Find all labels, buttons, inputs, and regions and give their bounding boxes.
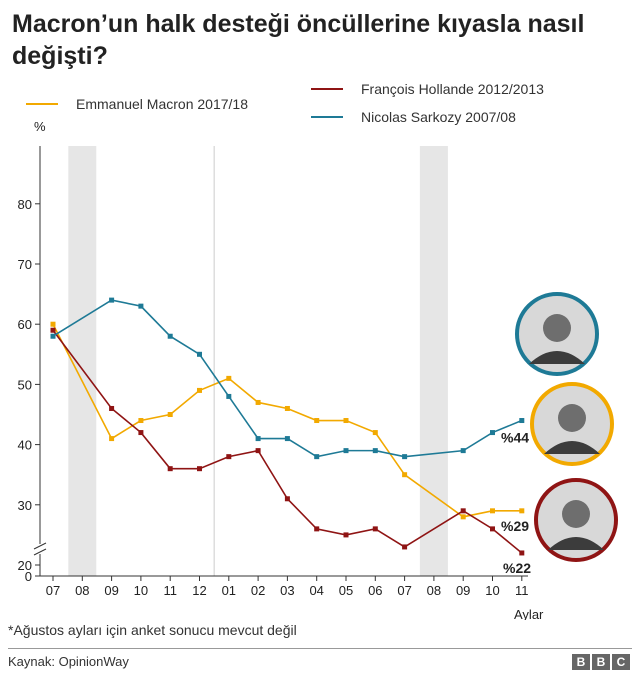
x-tick-label: 12	[192, 583, 206, 598]
hollande-point	[284, 496, 290, 502]
x-tick-label: 11	[163, 583, 177, 598]
sarkozy-point	[109, 297, 115, 303]
divider	[8, 648, 632, 649]
macron-point	[255, 399, 261, 405]
macron-point	[490, 508, 495, 514]
sarkozy-line	[52, 299, 523, 458]
sarkozy-point	[226, 393, 232, 399]
sarkozy-point	[284, 436, 290, 442]
x-tick-label: 07	[46, 583, 60, 598]
macron-point	[226, 375, 232, 381]
sarkozy-point	[343, 448, 349, 454]
hollande-point	[226, 454, 232, 460]
hollande-point	[402, 544, 408, 550]
x-tick-label: 06	[368, 583, 382, 598]
x-tick-label: 05	[339, 583, 353, 598]
sarkozy-point	[519, 418, 525, 424]
macron-line	[52, 323, 522, 518]
hollande-line	[52, 329, 523, 554]
macron-point	[343, 418, 349, 424]
bbc-logo-letter: B	[572, 654, 590, 670]
macron-point	[402, 472, 408, 478]
macron-point	[138, 418, 144, 424]
y-tick-label: 20	[18, 558, 32, 573]
hollande-point	[519, 550, 525, 556]
x-tick-label: 10	[485, 583, 499, 598]
hollande-point	[109, 405, 115, 411]
hollande-point	[255, 448, 261, 454]
hollande-point	[490, 526, 495, 532]
hollande-point	[167, 466, 173, 472]
hollande-point	[197, 466, 202, 472]
line-chart: 07 08 09 10 11 12 01 02 03 04 05 06 07 08 09 10 11 020 30…	[18, 81, 618, 620]
sarkozy-portrait-icon	[515, 292, 599, 376]
sarkozy-point	[138, 303, 144, 309]
sarkozy-end-label: %44	[501, 430, 529, 446]
sarkozy-point	[372, 448, 378, 454]
sarkozy-legend-label: Nicolas Sarkozy 2007/08	[361, 109, 516, 125]
macron-point	[284, 405, 290, 411]
x-tick-label: 01	[222, 583, 236, 598]
macron-point	[197, 387, 202, 393]
sarkozy-point	[490, 430, 495, 436]
hollande-point	[343, 532, 349, 538]
sarkozy-point	[314, 454, 320, 460]
y-tick-label: 0	[25, 569, 32, 584]
sarkozy-point	[255, 436, 261, 442]
y-tick-label: 70	[18, 257, 32, 272]
missing-data-band	[419, 146, 448, 576]
macron-point	[372, 430, 378, 436]
sarkozy-point	[460, 448, 466, 454]
x-tick-label: 10	[134, 583, 148, 598]
hollande-point	[314, 526, 320, 532]
x-tick-label: 08	[75, 583, 89, 598]
macron-end-label: %29	[501, 518, 529, 534]
footnote: *Ağustos ayları için anket sonucu mevcut…	[8, 622, 297, 638]
hollande-point	[138, 430, 144, 436]
x-tick-label: 11	[515, 583, 529, 598]
hollande-end-label: %22	[503, 560, 531, 576]
sarkozy-point	[50, 333, 56, 339]
hollande-point	[372, 526, 378, 532]
x-tick-label: 09	[104, 583, 118, 598]
axis-break-mark	[33, 548, 47, 556]
macron-point	[167, 412, 173, 417]
x-tick-label: 03	[280, 583, 294, 598]
axis-break-gap	[34, 544, 46, 554]
y-axis-unit-label: %	[34, 119, 46, 134]
macron-point	[50, 321, 56, 327]
hollande-point	[50, 327, 56, 333]
sarkozy-point	[167, 333, 173, 339]
x-tick-label: 07	[397, 583, 411, 598]
hollande-portrait-icon	[534, 478, 618, 562]
bbc-logo: B B C	[572, 654, 630, 670]
macron-point	[460, 514, 466, 520]
x-tick-label: 09	[456, 583, 470, 598]
hollande-legend-label: François Hollande 2012/2013	[361, 81, 544, 97]
page-title: Macron’un halk desteği öncüllerine kıyas…	[12, 10, 585, 70]
macron-legend-label: Emmanuel Macron 2017/18	[76, 96, 248, 112]
macron-portrait-icon	[530, 382, 614, 466]
bbc-logo-letter: C	[612, 654, 630, 670]
x-tick-label: 04	[309, 583, 323, 598]
y-tick-label: 80	[18, 197, 32, 212]
x-axis-label: Aylar	[514, 607, 544, 620]
hollande-point	[460, 508, 466, 514]
y-tick-label: 30	[18, 498, 32, 513]
macron-point	[519, 508, 525, 514]
y-tick-label: 60	[18, 317, 32, 332]
x-tick-label: 08	[427, 583, 441, 598]
missing-data-band	[68, 146, 97, 576]
macron-point	[109, 436, 115, 442]
sarkozy-point	[402, 454, 408, 460]
source-note: Kaynak: OpinionWay	[8, 654, 129, 669]
bbc-logo-letter: B	[592, 654, 610, 670]
y-tick-label: 40	[18, 438, 32, 453]
axis-break-mark	[33, 542, 47, 550]
y-tick-label: 50	[18, 377, 32, 392]
macron-point	[314, 418, 320, 424]
sarkozy-point	[197, 351, 202, 357]
x-tick-label: 02	[251, 583, 265, 598]
